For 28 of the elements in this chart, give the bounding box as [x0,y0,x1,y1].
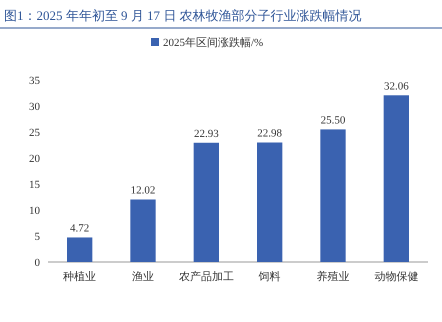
data-label: 4.72 [70,222,90,234]
y-tick-label: 5 [34,231,40,243]
data-label: 22.93 [194,128,220,140]
bar [130,199,156,262]
data-label: 32.06 [384,80,410,92]
bar [67,237,92,262]
y-tick-label: 35 [29,75,40,87]
legend-label: 2025年区间涨跌幅/% [163,37,264,49]
y-tick-label: 10 [29,205,40,217]
x-tick-label: 养殖业 [316,270,350,283]
chart-title: 图1：2025 年年初至 9 月 17 日 农林牧渔部分子行业涨跌幅情况 [4,8,362,23]
y-tick-label: 25 [29,127,40,139]
data-label: 22.98 [257,128,283,140]
x-tick-label: 农产品加工 [178,270,234,283]
bar [257,142,282,262]
x-tick-label: 种植业 [63,270,96,283]
y-tick-label: 0 [34,257,40,269]
bar [320,129,346,262]
y-tick-label: 15 [29,179,40,191]
y-tick-label: 30 [29,101,40,113]
data-label: 12.02 [130,184,156,196]
x-tick-label: 渔业 [132,270,154,283]
bar [384,95,409,262]
y-tick-label: 20 [29,153,40,165]
x-tick-label: 动物保健 [374,271,418,283]
data-label: 25.50 [320,114,346,126]
bar [194,142,219,262]
x-tick-label: 饲料 [258,270,281,283]
